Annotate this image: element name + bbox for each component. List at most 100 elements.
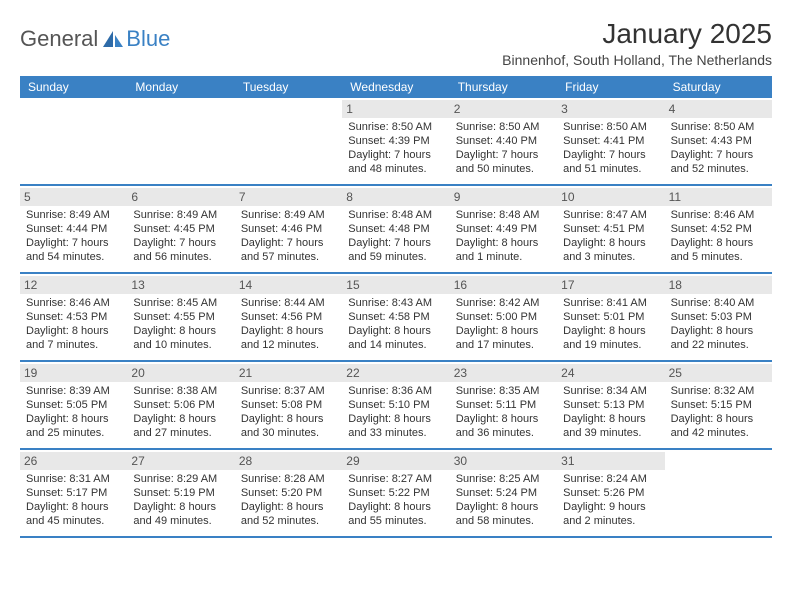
day-number: 28	[235, 452, 342, 470]
day-cell: 15Sunrise: 8:43 AMSunset: 4:58 PMDayligh…	[342, 274, 449, 360]
dl2-line: and 56 minutes.	[133, 250, 228, 264]
day-cell: 29Sunrise: 8:27 AMSunset: 5:22 PMDayligh…	[342, 450, 449, 536]
sunset-line: Sunset: 4:49 PM	[456, 222, 551, 236]
sunrise-line: Sunrise: 8:29 AM	[133, 472, 228, 486]
sunrise-line: Sunrise: 8:36 AM	[348, 384, 443, 398]
week-row: ...1Sunrise: 8:50 AMSunset: 4:39 PMDayli…	[20, 98, 772, 186]
day-cell: 11Sunrise: 8:46 AMSunset: 4:52 PMDayligh…	[665, 186, 772, 272]
sunrise-line: Sunrise: 8:49 AM	[133, 208, 228, 222]
dl1-line: Daylight: 8 hours	[456, 236, 551, 250]
sunset-line: Sunset: 4:53 PM	[26, 310, 121, 324]
day-cell: 19Sunrise: 8:39 AMSunset: 5:05 PMDayligh…	[20, 362, 127, 448]
dl1-line: Daylight: 8 hours	[241, 500, 336, 514]
dl2-line: and 52 minutes.	[671, 162, 766, 176]
calendar: SundayMondayTuesdayWednesdayThursdayFrid…	[20, 76, 772, 538]
sunrise-line: Sunrise: 8:34 AM	[563, 384, 658, 398]
dl1-line: Daylight: 8 hours	[26, 500, 121, 514]
sunset-line: Sunset: 5:06 PM	[133, 398, 228, 412]
sunset-line: Sunset: 5:26 PM	[563, 486, 658, 500]
sunrise-line: Sunrise: 8:41 AM	[563, 296, 658, 310]
month-title: January 2025	[502, 18, 772, 50]
sunset-line: Sunset: 5:15 PM	[671, 398, 766, 412]
dl1-line: Daylight: 8 hours	[241, 324, 336, 338]
sunset-line: Sunset: 4:44 PM	[26, 222, 121, 236]
sunrise-line: Sunrise: 8:42 AM	[456, 296, 551, 310]
day-number: 18	[665, 276, 772, 294]
day-cell: 26Sunrise: 8:31 AMSunset: 5:17 PMDayligh…	[20, 450, 127, 536]
day-header-cell: Saturday	[665, 76, 772, 98]
sunrise-line: Sunrise: 8:50 AM	[671, 120, 766, 134]
sunrise-line: Sunrise: 8:28 AM	[241, 472, 336, 486]
sunrise-line: Sunrise: 8:38 AM	[133, 384, 228, 398]
day-number: 14	[235, 276, 342, 294]
sunrise-line: Sunrise: 8:32 AM	[671, 384, 766, 398]
day-cell: 14 Sunrise: 8:44 AMSunset: 4:56 PMDayligh…	[235, 274, 342, 360]
sunset-line: Sunset: 5:08 PM	[241, 398, 336, 412]
dl1-line: Daylight: 7 hours	[348, 148, 443, 162]
dl2-line: and 1 minute.	[456, 250, 551, 264]
day-number: 5	[20, 188, 127, 206]
dl1-line: Daylight: 7 hours	[563, 148, 658, 162]
dl2-line: and 10 minutes.	[133, 338, 228, 352]
dl1-line: Daylight: 8 hours	[671, 412, 766, 426]
dl2-line: and 25 minutes.	[26, 426, 121, 440]
sunrise-line: Sunrise: 8:47 AM	[563, 208, 658, 222]
dl2-line: and 51 minutes.	[563, 162, 658, 176]
sunrise-line: Sunrise: 8:50 AM	[348, 120, 443, 134]
day-number: 3	[557, 100, 664, 118]
day-cell: 31Sunrise: 8:24 AMSunset: 5:26 PMDayligh…	[557, 450, 664, 536]
day-cell: .	[665, 450, 772, 536]
day-cell: 27Sunrise: 8:29 AMSunset: 5:19 PMDayligh…	[127, 450, 234, 536]
sunset-line: Sunset: 5:22 PM	[348, 486, 443, 500]
day-number: 22	[342, 364, 449, 382]
sunset-line: Sunset: 5:05 PM	[26, 398, 121, 412]
week-row: 12Sunrise: 8:46 AMSunset: 4:53 PMDayligh…	[20, 274, 772, 362]
day-cell: 13Sunrise: 8:45 AMSunset: 4:55 PMDayligh…	[127, 274, 234, 360]
dl1-line: Daylight: 7 hours	[456, 148, 551, 162]
sunset-line: Sunset: 4:48 PM	[348, 222, 443, 236]
dl1-line: Daylight: 8 hours	[563, 412, 658, 426]
day-cell: 8Sunrise: 8:48 AMSunset: 4:48 PMDaylight…	[342, 186, 449, 272]
sunset-line: Sunset: 4:43 PM	[671, 134, 766, 148]
dl1-line: Daylight: 8 hours	[348, 324, 443, 338]
day-header-cell: Friday	[557, 76, 664, 98]
sunset-line: Sunset: 4:39 PM	[348, 134, 443, 148]
sunrise-line: Sunrise: 8:37 AM	[241, 384, 336, 398]
day-number: 15	[342, 276, 449, 294]
day-number: 25	[665, 364, 772, 382]
sunset-line: Sunset: 4:56 PM	[241, 310, 336, 324]
dl1-line: Daylight: 9 hours	[563, 500, 658, 514]
sunset-line: Sunset: 4:46 PM	[241, 222, 336, 236]
dl1-line: Daylight: 8 hours	[26, 324, 121, 338]
dl1-line: Daylight: 8 hours	[456, 412, 551, 426]
sunset-line: Sunset: 4:52 PM	[671, 222, 766, 236]
dl1-line: Daylight: 8 hours	[456, 500, 551, 514]
day-cell: .	[127, 98, 234, 184]
dl2-line: and 36 minutes.	[456, 426, 551, 440]
sunrise-line: Sunrise: 8:35 AM	[456, 384, 551, 398]
location: Binnenhof, South Holland, The Netherland…	[502, 52, 772, 68]
dl2-line: and 50 minutes.	[456, 162, 551, 176]
dl1-line: Daylight: 8 hours	[26, 412, 121, 426]
sunset-line: Sunset: 5:13 PM	[563, 398, 658, 412]
dl2-line: and 54 minutes.	[26, 250, 121, 264]
day-number: 2	[450, 100, 557, 118]
sunrise-line: Sunrise: 8:46 AM	[26, 296, 121, 310]
day-cell: 23Sunrise: 8:35 AMSunset: 5:11 PMDayligh…	[450, 362, 557, 448]
day-number: 4	[665, 100, 772, 118]
day-header-row: SundayMondayTuesdayWednesdayThursdayFrid…	[20, 76, 772, 98]
dl1-line: Daylight: 8 hours	[563, 236, 658, 250]
sunrise-line: Sunrise: 8:40 AM	[671, 296, 766, 310]
sunrise-line: Sunrise: 8:24 AM	[563, 472, 658, 486]
sunrise-line: Sunrise: 8:39 AM	[26, 384, 121, 398]
sunset-line: Sunset: 4:41 PM	[563, 134, 658, 148]
dl2-line: and 30 minutes.	[241, 426, 336, 440]
day-number: 16	[450, 276, 557, 294]
day-cell: 5Sunrise: 8:49 AMSunset: 4:44 PMDaylight…	[20, 186, 127, 272]
sunrise-line: Sunrise: 8:44 AM	[241, 296, 336, 310]
day-header-cell: Wednesday	[342, 76, 449, 98]
day-header-cell: Sunday	[20, 76, 127, 98]
day-cell: 9Sunrise: 8:48 AMSunset: 4:49 PMDaylight…	[450, 186, 557, 272]
day-cell: 12Sunrise: 8:46 AMSunset: 4:53 PMDayligh…	[20, 274, 127, 360]
sunset-line: Sunset: 5:20 PM	[241, 486, 336, 500]
